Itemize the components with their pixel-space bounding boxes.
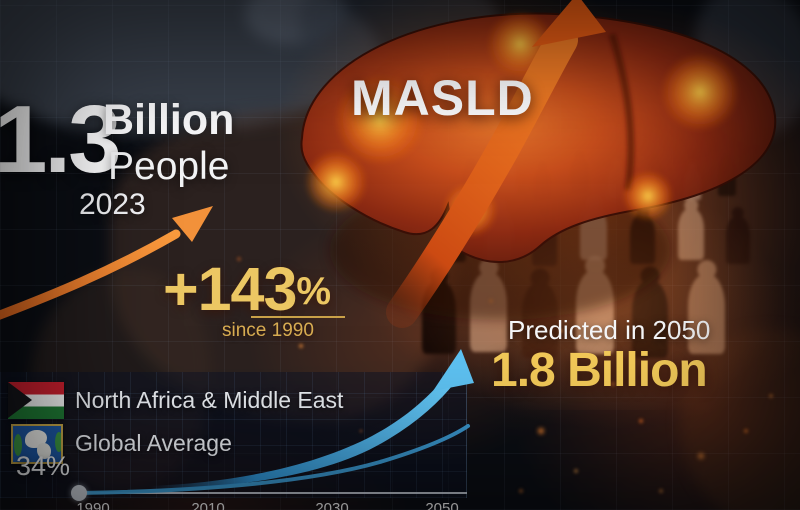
stat-people: People	[108, 145, 230, 188]
percent-sign: %	[296, 270, 331, 313]
stat-year-2023: 2023	[79, 188, 146, 221]
stat-growth-percent: +143%	[163, 255, 331, 323]
region-flag-icon	[8, 382, 64, 419]
globe-land-east	[55, 432, 61, 452]
axis-tick-2050: 2050	[425, 500, 459, 510]
fire-embers	[0, 0, 2, 2]
prediction-value: 1.8 Billion	[491, 344, 708, 397]
stat-1-3: 1.3	[0, 86, 121, 193]
axis-tick-2010: 2010	[191, 500, 225, 510]
stat-billion: Billion	[103, 96, 235, 144]
prediction-label: Predicted in 2050	[508, 315, 711, 345]
title-masld: MASLD	[351, 70, 534, 126]
axis-tick-1990: 1990	[76, 500, 110, 510]
chart-baseline	[79, 492, 467, 494]
chart-start-dot	[71, 485, 87, 501]
legend-north-africa-middle-east: North Africa & Middle East	[75, 387, 344, 413]
world-map-asia	[695, 0, 800, 135]
axis-tick-2030: 2030	[315, 500, 349, 510]
legend-global-average: Global Average	[75, 430, 232, 456]
stat-since-1990: since 1990	[222, 320, 314, 341]
stat-global-prevalence: 34%	[16, 451, 71, 481]
world-map-europe	[300, 0, 500, 70]
flag-triangle	[8, 382, 32, 418]
since-divider-line	[251, 316, 345, 318]
